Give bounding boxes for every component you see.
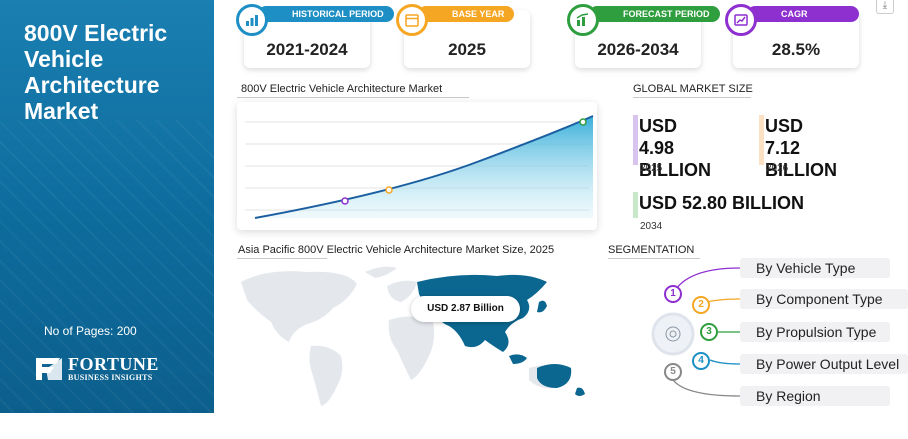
brand-subtitle: BUSINESS INSIGHTS <box>68 373 153 382</box>
forecast-period-value: 2026-2034 <box>597 40 679 59</box>
historical-period-value: 2021-2024 <box>266 40 348 59</box>
market-size-2026-year: 2026 <box>766 163 789 174</box>
segment-power-output-level[interactable]: By Power Output Level <box>740 354 908 374</box>
segment-component-type[interactable]: By Component Type <box>740 289 908 309</box>
segment-1-connector <box>672 267 741 295</box>
segmentation-hub <box>651 312 695 356</box>
cagr-value: 28.5% <box>771 40 821 59</box>
page-count: No of Pages: 200 <box>44 324 137 338</box>
download-icon[interactable]: ⤓ <box>876 0 894 14</box>
asia-pacific-region <box>417 274 585 396</box>
forecast-chart-icon <box>567 4 599 36</box>
historical-period-card: HISTORICAL PERIOD 2021-2024 <box>236 4 394 68</box>
segment-3-badge: 3 <box>700 323 718 341</box>
left-panel: 800V Electric Vehicle Architecture Marke… <box>0 0 214 413</box>
chart-line <box>254 115 594 219</box>
segmentation-hub-icon <box>665 326 681 342</box>
market-size-heading: GLOBAL MARKET SIZE <box>633 83 753 95</box>
segment-1-badge: 1 <box>664 285 682 303</box>
brand-name: FORTUNE <box>68 354 159 374</box>
market-size-2025-year: 2025 <box>640 163 663 174</box>
segment-4-connector <box>709 359 741 365</box>
market-size-2034-accent <box>633 192 638 218</box>
base-year-card: BASE YEAR 2025 <box>396 4 530 68</box>
chart-marker-2025 <box>341 197 349 205</box>
chart-title: 800V Electric Vehicle Architecture Marke… <box>241 83 443 95</box>
bar-chart-icon <box>236 4 268 36</box>
segment-propulsion-type[interactable]: By Propulsion Type <box>740 322 890 342</box>
market-size-underline <box>633 97 751 98</box>
report-title: 800V Electric Vehicle Architecture Marke… <box>24 20 168 124</box>
cagr-tag: CAGR <box>747 6 859 22</box>
map-title-underline <box>237 258 327 259</box>
chart-area <box>255 116 593 218</box>
base-year-tag: BASE YEAR <box>418 6 515 22</box>
map-title: Asia Pacific 800V Electric Vehicle Archi… <box>238 244 555 256</box>
market-size-2034-year: 2034 <box>640 221 663 232</box>
market-trend-chart <box>237 102 597 230</box>
segment-region[interactable]: By Region <box>740 386 890 406</box>
market-size-2026-accent <box>759 115 764 165</box>
fortune-logo-icon <box>36 357 62 380</box>
historical-period-tag: HISTORICAL PERIOD <box>258 6 394 22</box>
chart-marker-2034 <box>579 118 587 126</box>
forecast-period-tag: FORECAST PERIOD <box>589 6 720 22</box>
segment-5-connector <box>672 379 741 397</box>
chart-title-underline <box>237 97 469 98</box>
growth-chart-icon <box>725 4 757 36</box>
chart-marker-2026 <box>385 186 393 194</box>
segmentation-underline <box>608 258 700 259</box>
market-size-2026-value: USD 7.12 BILLION <box>765 116 837 180</box>
forecast-period-card: FORECAST PERIOD 2026-2034 <box>567 4 720 68</box>
market-size-2025-value: USD 4.98 BILLION <box>639 116 711 180</box>
segment-5-badge: 5 <box>664 363 682 381</box>
segment-vehicle-type[interactable]: By Vehicle Type <box>740 258 890 278</box>
brand-logo: FORTUNE BUSINESS INSIGHTS <box>34 355 159 382</box>
segment-4-badge: 4 <box>692 352 710 370</box>
asia-pacific-callout: USD 2.87 Billion <box>411 296 520 322</box>
base-year-value: 2025 <box>448 40 486 59</box>
calendar-icon <box>396 4 428 36</box>
cagr-card: CAGR 28.5% <box>725 4 859 68</box>
market-size-2034-value: USD 52.80 BILLION <box>639 193 805 213</box>
world-map <box>241 266 585 406</box>
segmentation-heading: SEGMENTATION <box>608 244 695 256</box>
segment-2-badge: 2 <box>692 296 710 314</box>
segmentation-connectors <box>651 267 741 397</box>
market-size-2025-accent <box>633 115 638 165</box>
market-trend-svg <box>245 115 594 219</box>
